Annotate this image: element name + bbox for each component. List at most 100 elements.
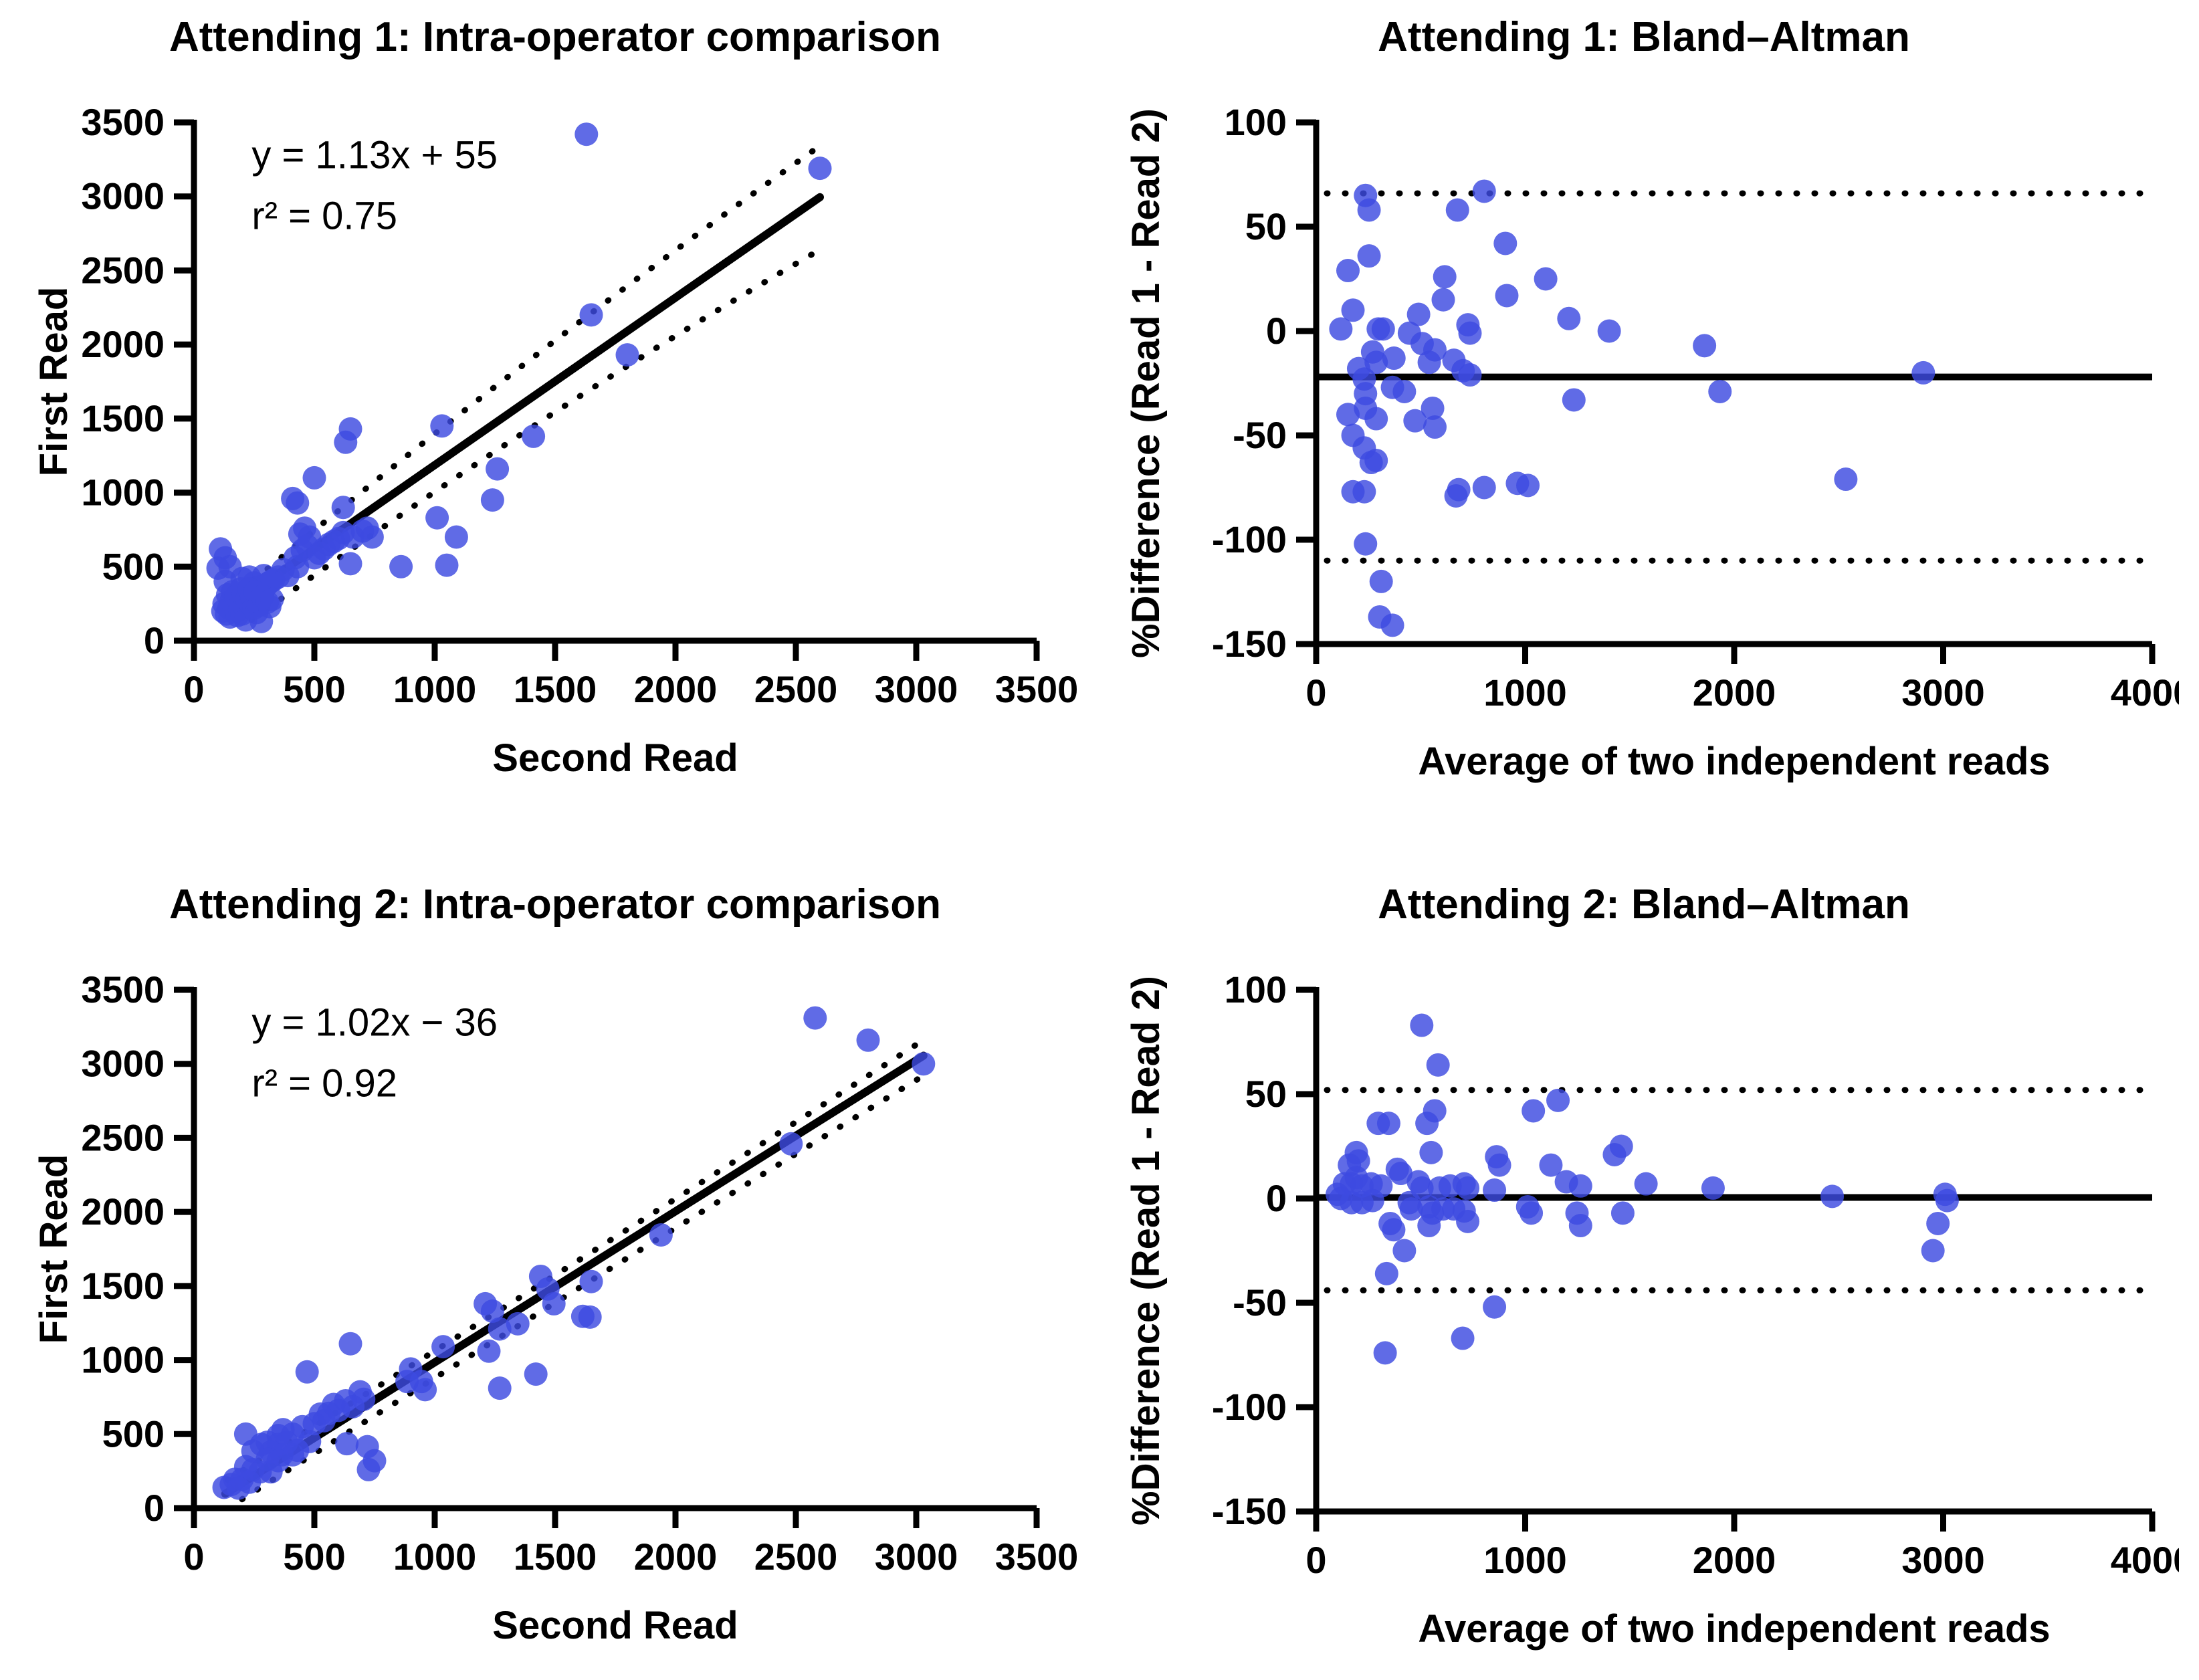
annotations: y = 1.13x + 55 r² = 0.75 [251, 134, 498, 238]
data-point [227, 1476, 251, 1500]
data-point [480, 488, 504, 512]
data-point [488, 1317, 512, 1341]
data-point [579, 1269, 603, 1293]
tick-label: 0 [183, 1536, 204, 1578]
tick-label: 1000 [1483, 1539, 1567, 1581]
data-point [1417, 350, 1441, 375]
data-point [1399, 1197, 1423, 1221]
data-point [1447, 478, 1471, 502]
data-point [1568, 1214, 1592, 1238]
data-point [1376, 1112, 1400, 1136]
data-point [431, 1335, 455, 1359]
tick-label: 2000 [81, 323, 165, 365]
data-points [1329, 179, 1935, 637]
x-axis-label: Average of two independent reads [1418, 1607, 2050, 1651]
data-point [1431, 288, 1455, 312]
tick-label: 3000 [1901, 671, 1985, 714]
tick-label: -50 [1233, 1281, 1287, 1324]
data-point [389, 554, 413, 579]
tick-label: 1000 [81, 1339, 165, 1381]
tick-label: 0 [1266, 310, 1287, 352]
attending1-scatter-plot: 0 500 1000 1500 2000 2500 3000 3500 0 500 1000 1500… [32, 101, 1079, 780]
panel-attending2-bland-altman: Attending 2: Bland–Altman 0 1000 2000 3000 4… [1109, 873, 2179, 1672]
data-point [480, 1299, 504, 1323]
axes [191, 120, 1037, 644]
tick-label: 1000 [393, 1536, 477, 1578]
tick-label: 500 [283, 1536, 345, 1578]
data-point [1373, 1341, 1397, 1365]
annotation-text: r² = 0.92 [251, 1062, 397, 1106]
data-point [435, 553, 459, 577]
data-point [1926, 1211, 1950, 1235]
tick-label: 1500 [514, 668, 597, 710]
tick-label: 2000 [634, 668, 718, 710]
data-point [488, 1376, 512, 1400]
tick-label: -150 [1212, 1490, 1287, 1532]
data-point [486, 457, 510, 481]
data-point [1445, 198, 1469, 222]
data-point [425, 506, 449, 530]
data-point [1456, 1209, 1480, 1233]
data-point [1336, 259, 1360, 283]
panel-attending2-scatter: Attending 2: Intra-operator comparison 0… [20, 873, 1090, 1672]
data-point [803, 1006, 827, 1030]
data-point [338, 552, 362, 576]
tick-label: 3000 [875, 1536, 958, 1578]
x-axis-label: Second Read [492, 736, 738, 780]
data-point [1458, 363, 1482, 387]
data-points [212, 1006, 936, 1500]
data-point [335, 1432, 359, 1456]
axis-labels: Average of two independent reads %Differe… [1124, 108, 2051, 783]
data-point [1364, 350, 1388, 375]
data-point [1382, 346, 1406, 371]
data-point [1516, 474, 1540, 498]
y-axis-label: First Read [32, 1154, 76, 1344]
axes [1313, 120, 2152, 647]
data-point [326, 526, 350, 550]
data-point [1921, 1239, 1945, 1263]
tick-label: 100 [1225, 968, 1287, 1011]
data-point [260, 587, 284, 611]
data-point [286, 1439, 310, 1463]
panel-title: Attending 1: Intra-operator comparison [169, 14, 941, 60]
data-point [1369, 569, 1393, 593]
panel-attending1-bland-altman: Attending 1: Bland–Altman 0 1000 2000 3000 4… [1109, 5, 2179, 805]
tick-label: 2000 [634, 1536, 718, 1578]
y-axis-ticks: 100 50 0 -50 -100 -150 [1212, 968, 1316, 1532]
data-point [1423, 415, 1447, 439]
data-point [1935, 1188, 1959, 1213]
data-point [1483, 1178, 1507, 1202]
data-point [649, 1223, 673, 1247]
data-point [1417, 1214, 1441, 1238]
data-point [1520, 1201, 1544, 1225]
data-point [356, 1457, 381, 1481]
y-axis-ticks: 0 500 1000 1500 2000 2500 3000 3500 [81, 101, 194, 661]
data-point [1382, 1218, 1406, 1242]
data-point [295, 1360, 319, 1384]
axis-labels: Average of two independent reads %Differe… [1124, 976, 2051, 1651]
x-axis-ticks: 0 1000 2000 3000 4000 [1305, 1511, 2179, 1581]
data-point [578, 1305, 602, 1329]
data-point [286, 491, 310, 515]
data-point [1634, 1172, 1658, 1196]
tick-label: 2500 [81, 249, 165, 291]
data-point [1820, 1184, 1845, 1209]
tick-label: 3500 [995, 668, 1079, 710]
data-point [779, 1132, 803, 1156]
data-point [1472, 179, 1496, 203]
tick-label: 3500 [81, 968, 165, 1011]
data-point [506, 1311, 530, 1336]
data-point [218, 554, 242, 579]
data-point [912, 1052, 936, 1076]
data-point [413, 1378, 437, 1402]
x-axis-ticks: 0 500 1000 1500 2000 2500 3000 3500 [183, 1508, 1078, 1578]
axis-labels: Second Read First Read [32, 287, 738, 780]
data-point [1364, 407, 1388, 431]
data-point [1336, 403, 1360, 427]
data-point [1834, 467, 1858, 492]
tick-label: 500 [283, 668, 345, 710]
data-point [1546, 1088, 1570, 1112]
data-point [522, 424, 546, 448]
data-point [524, 1362, 548, 1386]
data-point [1433, 265, 1457, 289]
